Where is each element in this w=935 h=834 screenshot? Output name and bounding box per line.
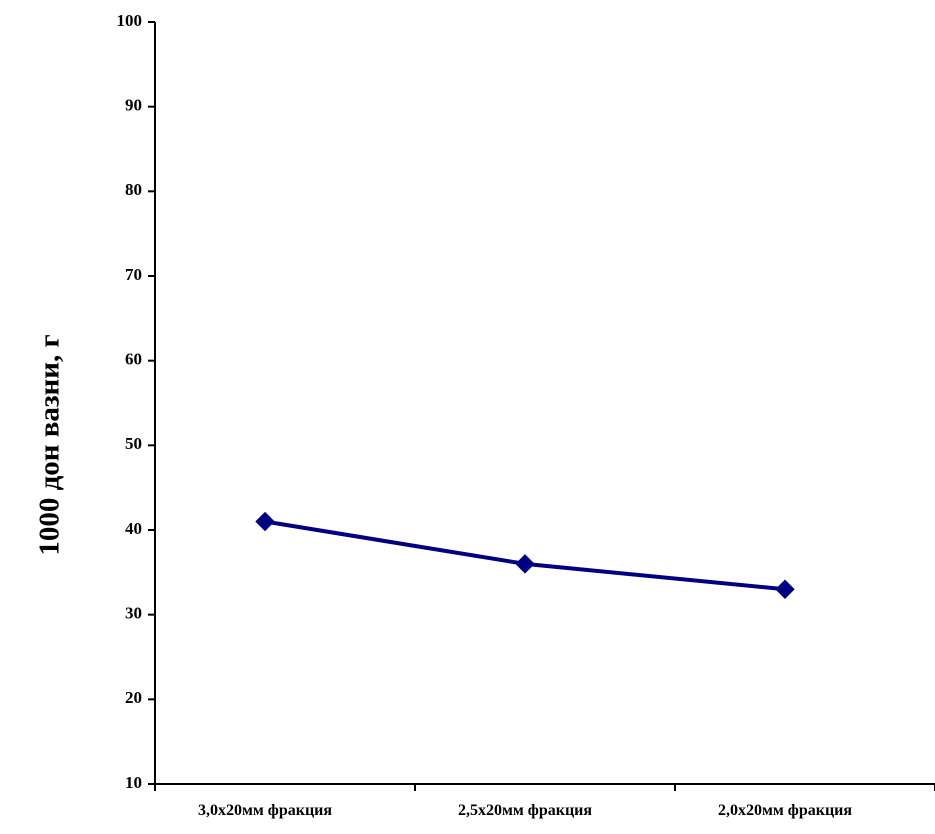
y-tick-label: 10 (125, 773, 142, 792)
x-tick-label: 3,0х20мм фракция (198, 802, 332, 819)
x-tick-label: 2,0х20мм фракция (718, 802, 852, 819)
y-axis-title: 1000 дон вазни, г (34, 334, 66, 555)
data-point-marker (515, 554, 535, 574)
y-tick-label: 100 (117, 11, 143, 30)
y-tick-label: 90 (125, 96, 142, 115)
y-tick-label: 60 (125, 350, 142, 369)
y-tick-label: 70 (125, 265, 142, 284)
y-tick-label: 50 (125, 434, 142, 453)
data-point-marker (775, 579, 795, 599)
y-tick-label: 80 (125, 180, 142, 199)
y-tick-label: 30 (125, 604, 142, 623)
y-tick-label: 20 (125, 688, 142, 707)
x-tick-label: 2,5х20мм фракция (458, 802, 592, 819)
data-point-marker (255, 511, 275, 532)
y-tick-label: 40 (125, 519, 142, 538)
